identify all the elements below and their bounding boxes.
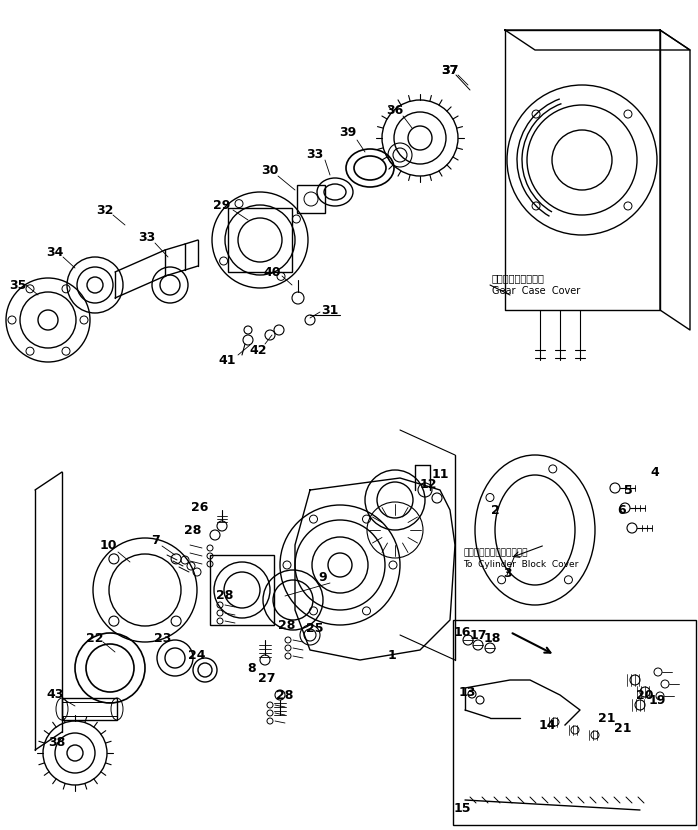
Text: 25: 25 [306,622,324,634]
Text: 6: 6 [618,504,626,516]
Text: 40: 40 [263,266,281,279]
Text: 11: 11 [431,467,449,481]
Text: 23: 23 [154,632,172,645]
Text: 28: 28 [279,618,296,632]
Text: 14: 14 [538,719,556,731]
Text: 21: 21 [614,721,632,735]
Text: 27: 27 [258,671,276,685]
Text: 29: 29 [214,198,230,212]
Bar [228,208,292,272]
Bar [297,185,325,213]
Text: 24: 24 [188,648,206,662]
Text: 31: 31 [321,304,339,316]
Text: 2: 2 [491,504,499,516]
Text: 18: 18 [483,632,500,645]
Text: 26: 26 [191,500,209,514]
Text: 19: 19 [648,694,666,706]
Text: ギヤーケースカバー: ギヤーケースカバー [492,273,545,283]
Text: 7: 7 [151,534,159,546]
Bar [62,698,117,720]
Text: 1: 1 [387,648,396,662]
Text: 30: 30 [261,164,279,177]
Text: 38: 38 [48,735,66,749]
Text: 12: 12 [419,477,437,491]
Text: 20: 20 [637,689,654,701]
Bar [210,555,274,625]
Text: 35: 35 [9,279,27,291]
Text: Gear  Case  Cover: Gear Case Cover [492,286,580,296]
Text: 13: 13 [459,686,476,699]
Text: 37: 37 [441,64,459,76]
Text: 3: 3 [503,567,512,579]
Text: 16: 16 [453,626,470,638]
Text: 15: 15 [453,802,470,814]
Bar [62,702,117,716]
Bar [453,620,696,825]
Text: 36: 36 [387,104,403,116]
Text: 21: 21 [598,711,616,725]
Text: 28: 28 [184,524,202,536]
Text: 37: 37 [441,64,459,76]
Text: 28: 28 [276,689,294,701]
Text: 34: 34 [46,246,64,258]
Text: シリンダブロックカバーヘ: シリンダブロックカバーヘ [463,548,528,557]
Text: 39: 39 [339,126,357,139]
Text: 33: 33 [306,149,324,162]
Text: 41: 41 [218,354,236,367]
Text: 4: 4 [651,466,660,479]
Text: 17: 17 [469,628,487,642]
Text: 32: 32 [96,203,114,217]
Text: 10: 10 [99,539,117,551]
Text: To  Cylinder  Block  Cover: To Cylinder Block Cover [463,560,579,569]
Text: 5: 5 [623,484,632,496]
Text: 42: 42 [249,344,267,357]
Text: 9: 9 [319,570,327,583]
Text: 33: 33 [138,231,156,243]
Text: 22: 22 [87,632,104,645]
Text: 8: 8 [248,662,256,675]
Text: 43: 43 [46,687,64,701]
Text: 28: 28 [216,588,234,602]
